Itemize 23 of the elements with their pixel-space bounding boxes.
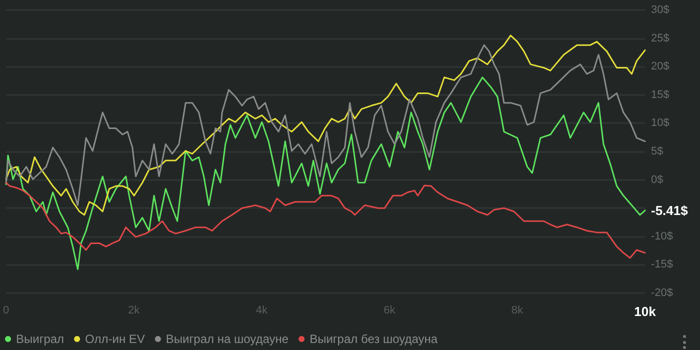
x-tick-label: 6k: [384, 304, 396, 316]
y-tick-label: 5$: [651, 146, 664, 158]
legend-label: Выиграл: [16, 332, 64, 346]
y-tick-label: 0$: [651, 174, 664, 186]
x-tick-label: 8k: [511, 304, 524, 316]
x-tick-label: 2k: [128, 304, 140, 316]
y-tick-label: 30$: [651, 4, 670, 16]
y-tick-label: -20$: [651, 287, 674, 299]
y-tick-label: -15$: [651, 258, 674, 271]
x-tick-label: 4k: [256, 304, 268, 316]
y-tick-label: 20$: [651, 60, 670, 73]
legend-label: Выиграл на шоудауне: [166, 332, 289, 346]
x-tick-label: 10k: [634, 304, 657, 319]
legend-label: Олл-ин EV: [85, 332, 145, 346]
annotation: -5.41$: [651, 202, 689, 218]
legend-label: Выиграл без шоудауна: [310, 332, 438, 346]
line-series: [5, 76, 646, 270]
y-tick-label: 10$: [651, 117, 670, 130]
y-tick-label: 25$: [651, 32, 670, 44]
y-tick-label: 15$: [651, 88, 670, 101]
line-series: [5, 182, 646, 259]
y-tick-label: -10$: [651, 230, 674, 242]
x-tick-label: 0: [2, 304, 10, 316]
